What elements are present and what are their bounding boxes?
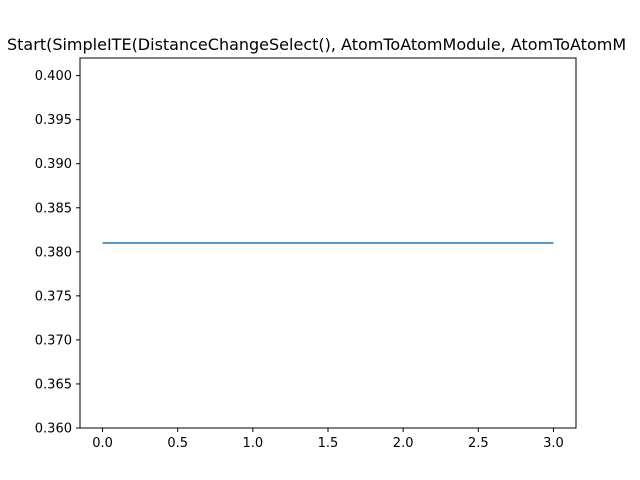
- y-tick-label: 0.390: [35, 157, 72, 172]
- y-tick-label: 0.365: [35, 377, 72, 392]
- plot-frame: [79, 57, 577, 429]
- y-tick-label: 0.370: [35, 333, 72, 348]
- y-tick-label: 0.400: [35, 69, 72, 84]
- x-tick-label: 1.5: [318, 436, 339, 451]
- x-tick-label: 2.5: [468, 436, 489, 451]
- y-tick-label: 0.385: [35, 201, 72, 216]
- x-tick-label: 1.0: [243, 436, 264, 451]
- x-tick-label: 3.0: [543, 436, 564, 451]
- y-tick-label: 0.380: [35, 245, 72, 260]
- x-tick-label: 0.5: [167, 436, 188, 451]
- y-tick-label: 0.375: [35, 289, 72, 304]
- x-axis-ticks: 0.0 0.5 1.0 1.5 2.0 2.5 3.0: [92, 428, 564, 451]
- y-tick-label: 0.395: [35, 113, 72, 128]
- y-tick-label: 0.360: [35, 422, 72, 437]
- y-axis-ticks: 0.360 0.365 0.370 0.375 0.380 0.385 0.390 0.395…: [35, 69, 80, 437]
- x-tick-label: 0.0: [92, 436, 113, 451]
- x-tick-label: 2.0: [393, 436, 414, 451]
- chart-title: Start(SimpleITE(DistanceChangeSelect(), …: [7, 35, 626, 54]
